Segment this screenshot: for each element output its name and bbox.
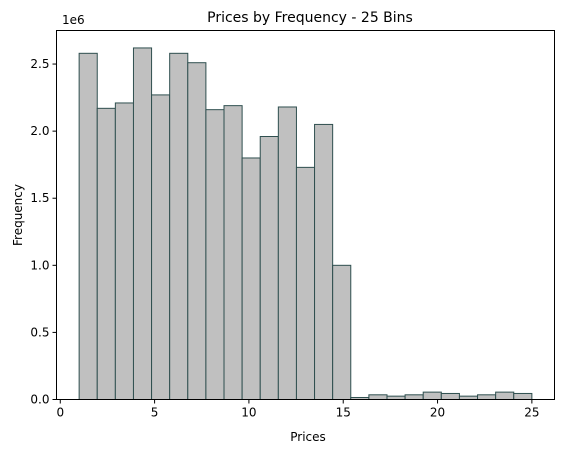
histogram-bar (422, 391, 442, 400)
y-axis-ticks: 0.0 0.5 1.0 1.5 2.0 2.5 (30, 57, 57, 407)
histogram-bar (151, 94, 171, 400)
histogram-bar (458, 395, 479, 400)
histogram-bar (368, 394, 388, 401)
histogram-bar (205, 109, 225, 401)
histogram-bars (78, 47, 533, 401)
histogram-bar (332, 264, 352, 400)
histogram-bar (187, 62, 207, 400)
histogram-bar (114, 102, 134, 400)
y-tick-label: 1.0 (30, 258, 49, 272)
histogram-bar (132, 47, 153, 401)
y-tick-label: 2.5 (30, 57, 49, 71)
x-tick-label: 10 (241, 406, 256, 420)
histogram-bar (223, 105, 243, 400)
histogram-bar (477, 394, 497, 401)
chart-title: Prices by Frequency - 25 Bins (207, 10, 413, 26)
x-tick-label: 0 (56, 406, 64, 420)
histogram-bar (495, 391, 515, 400)
histogram-bar (96, 107, 116, 401)
histogram-bar (314, 123, 334, 400)
histogram-bar (259, 136, 279, 400)
y-tick-label: 1.5 (30, 191, 49, 205)
x-axis-label: Prices (290, 430, 326, 444)
x-tick-label: 5 (151, 406, 159, 420)
histogram-bar (78, 52, 98, 400)
histogram-bar (513, 392, 533, 401)
x-axis-ticks: 0 5 10 15 20 25 (56, 399, 540, 420)
histogram-bar (404, 394, 424, 401)
histogram-bar (386, 395, 406, 400)
histogram-bar (169, 52, 189, 400)
x-tick-label: 20 (430, 406, 445, 420)
histogram-bar (241, 157, 261, 400)
histogram-bar (295, 166, 316, 400)
y-tick-label: 2.0 (30, 124, 49, 138)
plot-frame (56, 30, 555, 400)
x-tick-label: 25 (524, 406, 539, 420)
histogram-bar (277, 106, 297, 400)
y-tick-label: 0.5 (30, 325, 49, 339)
histogram-bar (440, 392, 460, 401)
y-axis-label: Frequency (11, 184, 25, 246)
y-tick-label: 0.0 (30, 393, 49, 407)
y-offset-label: 1e6 (62, 13, 85, 27)
x-tick-label: 15 (336, 406, 351, 420)
